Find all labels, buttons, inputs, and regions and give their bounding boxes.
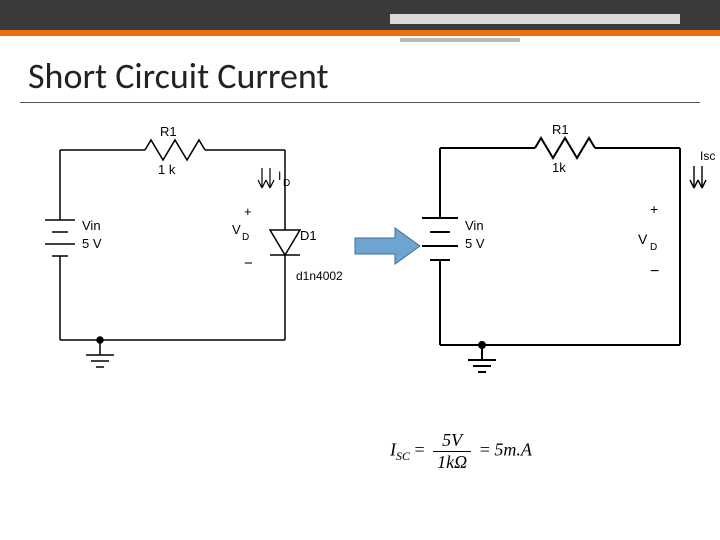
isc-label-right: Isc bbox=[700, 149, 715, 163]
equation: ISC = 5V 1kΩ = 5m.A bbox=[390, 430, 532, 473]
eq-numerator: 5V bbox=[433, 430, 471, 452]
eq-denominator: 1kΩ bbox=[433, 452, 471, 473]
vd-minus-left: − bbox=[244, 255, 253, 272]
title-underline bbox=[20, 102, 700, 103]
vd-plus-right: + bbox=[650, 201, 658, 217]
vin-label-right: Vin bbox=[465, 218, 484, 233]
vd-minus-right: − bbox=[650, 263, 659, 280]
eq-rhs: 5m.A bbox=[494, 440, 532, 460]
vd-sub-right: D bbox=[650, 242, 657, 253]
vd-plus-left: + bbox=[244, 204, 252, 219]
vd-sub-left: D bbox=[242, 232, 249, 243]
vin-label-left: Vin bbox=[82, 218, 101, 233]
r1-value-right: 1k bbox=[552, 160, 566, 175]
r1-value-left: 1 k bbox=[158, 162, 176, 177]
circuit-svg: R1 1 k Vin 5 V + V D − I D D1 d1n4002 bbox=[0, 120, 720, 420]
vd-label-left: V bbox=[232, 222, 241, 237]
eq-lhs-sub: SC bbox=[396, 449, 410, 463]
header-small-gray bbox=[400, 38, 520, 42]
transform-arrow-icon bbox=[355, 228, 420, 264]
header-accent-bar bbox=[0, 30, 720, 36]
circuit-area: R1 1 k Vin 5 V + V D − I D D1 d1n4002 bbox=[0, 120, 720, 425]
header-gray-strip bbox=[390, 14, 680, 24]
r1-label-right: R1 bbox=[552, 122, 569, 137]
page-title: Short Circuit Current bbox=[28, 54, 329, 98]
d1-label-left: D1 bbox=[300, 228, 317, 243]
d1-model-left: d1n4002 bbox=[296, 269, 343, 283]
id-label-left: I bbox=[278, 169, 281, 183]
vd-label-right: V bbox=[638, 231, 648, 247]
r1-label-left: R1 bbox=[160, 124, 177, 139]
vin-value-left: 5 V bbox=[82, 236, 102, 251]
vin-value-right: 5 V bbox=[465, 236, 485, 251]
id-sub-left: D bbox=[283, 178, 290, 189]
